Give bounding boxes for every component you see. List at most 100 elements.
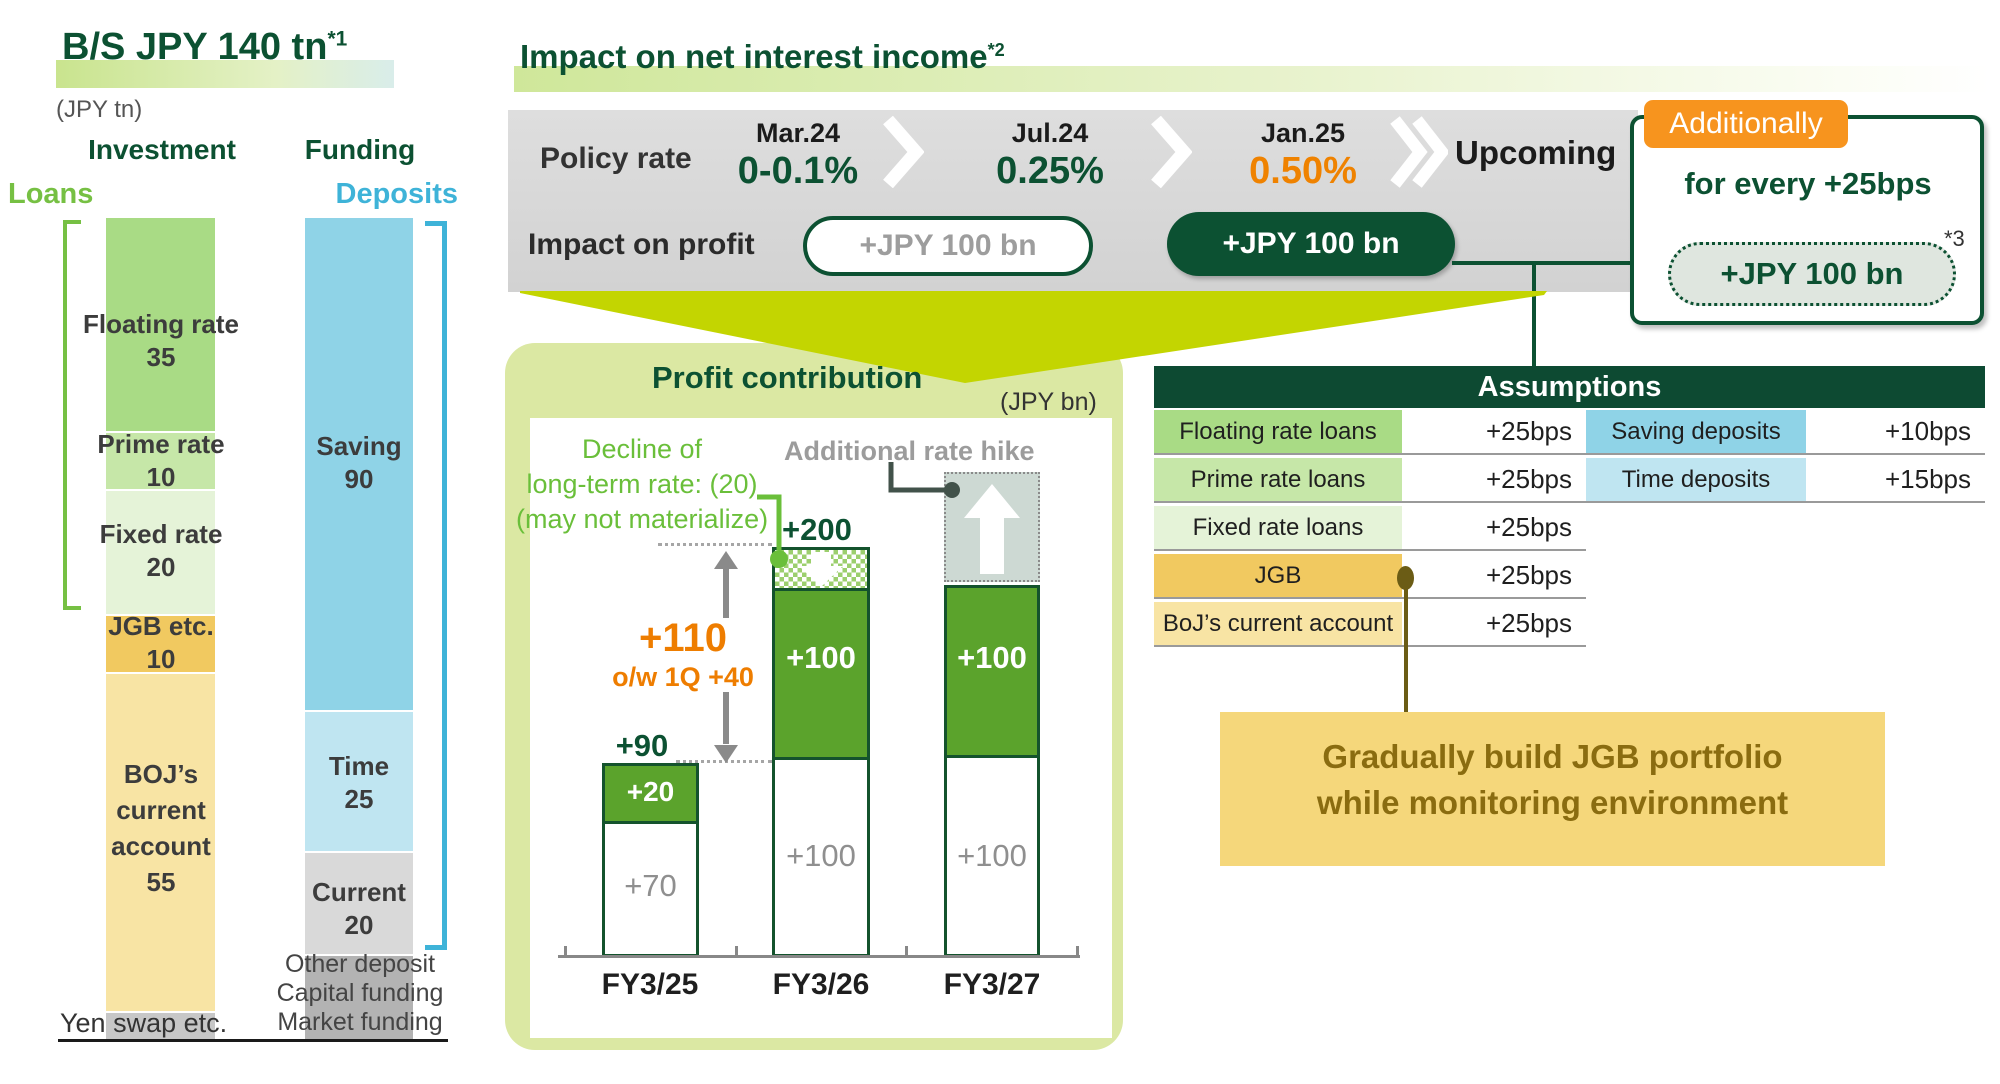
policy-rate-label: Policy rate <box>540 142 692 175</box>
policy-stage1-date: Mar.24 <box>755 118 841 148</box>
assumption-row-value: +25bps <box>1402 554 1586 597</box>
fy27-upside-box <box>944 472 1040 582</box>
down-arrow-icon <box>799 552 843 587</box>
delta-arrow-icon <box>714 551 738 763</box>
row-divider <box>1154 549 1586 551</box>
investment-seg-floating <box>106 218 215 431</box>
assumption-row-value: +25bps <box>1402 602 1586 645</box>
funding-seg-current <box>305 853 413 954</box>
chart-tick <box>1076 946 1079 955</box>
xlabel-fy26: FY3/26 <box>772 968 870 1001</box>
assumption-row-label: Time deposits <box>1586 458 1806 501</box>
pill-connector-line <box>1452 261 1668 265</box>
delta-label: +110 <box>639 616 727 660</box>
policy-stage1-rate: 0-0.1% <box>737 150 859 192</box>
bar-fy26 <box>772 547 870 957</box>
chart-baseline <box>558 955 1080 958</box>
funding-seg-time <box>305 712 413 851</box>
row-divider <box>1586 501 1985 503</box>
additionally-line: for every +25bps <box>1684 166 1932 201</box>
hike-note: Additional rate hike <box>784 436 1035 466</box>
xlabel-fy27: FY3/27 <box>943 968 1041 1001</box>
assumption-row-label: BoJ’s current account <box>1154 602 1402 645</box>
policy-stage3-rate: 0.50% <box>1249 150 1357 192</box>
loans-bracket <box>63 220 67 610</box>
investment-seg-yenswap <box>106 1013 215 1040</box>
bar-fy25-base-value: +70 <box>624 868 677 903</box>
deposits-bracket-hook-top <box>425 221 447 226</box>
assumption-row-label: Saving deposits <box>1586 410 1806 453</box>
additionally-badge: Additionally <box>1644 100 1848 148</box>
bs-col-investment: Investment <box>88 134 236 165</box>
bs-title-band <box>56 60 394 88</box>
total-25-label: +90 <box>615 728 669 763</box>
bs-title-footnote: *1 <box>327 27 348 51</box>
jgb-connector-line <box>1404 588 1408 712</box>
investment-seg-jgb <box>106 616 215 672</box>
delta-sub-label: o/w 1Q +40 <box>612 662 754 692</box>
chart-tick <box>735 946 738 955</box>
hike-connector <box>888 462 960 498</box>
bs-col-funding: Funding <box>304 134 416 165</box>
investment-label-yenswap: Yen swap etc. <box>60 1008 228 1038</box>
decline-note: Decline of long-term rate: (20) (may not… <box>516 434 769 534</box>
assumption-row-label: JGB <box>1154 554 1402 597</box>
loans-bracket-hook-bottom <box>63 606 81 610</box>
nii-title-footnote: *2 <box>987 40 1005 60</box>
bar-fy27-green <box>947 588 1037 758</box>
assumption-row-value: +25bps <box>1402 458 1586 501</box>
assumptions-connector-line <box>1532 263 1536 366</box>
up-arrow-icon <box>964 484 1020 574</box>
funding-seg-other <box>305 956 413 1040</box>
additionally-footnote: *3 <box>1944 226 1965 251</box>
bar-fy25-green <box>605 766 696 824</box>
assumption-row-value: +25bps <box>1402 410 1586 453</box>
funding-label-current: Current 20 <box>312 877 406 940</box>
assumption-row-value: +15bps <box>1806 458 1985 501</box>
profit-unit: (JPY bn) <box>1000 388 1097 416</box>
jgb-connector-dot <box>1397 566 1414 590</box>
jgb-note-box <box>1220 712 1885 866</box>
bs-baseline <box>58 1039 448 1042</box>
investment-seg-fixed <box>106 491 215 614</box>
investment-seg-prime <box>106 433 215 489</box>
bar-fy26-green-value: +100 <box>786 640 856 675</box>
bar-fy27 <box>944 585 1040 957</box>
investment-label-jgb: JGB etc. 10 <box>108 611 214 674</box>
bar-fy27-green-value: +100 <box>957 640 1027 675</box>
deposits-bracket-hook-bottom <box>425 945 447 950</box>
chevron-right-icon <box>1151 116 1192 188</box>
bar-fy25 <box>602 763 699 957</box>
funding-other-label-1: Other deposit <box>284 950 436 978</box>
funding-label-saving: Saving 90 <box>316 431 402 494</box>
investment-label-fixed: Fixed rate 20 <box>99 519 223 582</box>
bar-fy27-base-value: +100 <box>957 838 1027 873</box>
profit-title: Profit contribution <box>652 360 923 395</box>
policy-stage3-date: Jan.25 <box>1260 118 1346 148</box>
row-divider <box>1586 453 1985 455</box>
chart-tick <box>905 946 908 955</box>
bar-fy26-base-value: +100 <box>786 838 856 873</box>
investment-label-boj: BOJ’s current account 55 <box>111 759 211 897</box>
funding-other-label-2: Capital funding <box>276 979 444 1007</box>
decline-connector <box>757 494 788 568</box>
nii-title-band <box>514 66 1990 92</box>
chevron-right-icon <box>883 116 924 188</box>
funding-label-time: Time 25 <box>328 751 390 814</box>
policy-stage2-date: Jul.24 <box>1011 118 1089 148</box>
additionally-pill: +JPY 100 bn <box>1668 242 1956 306</box>
investment-label-prime: Prime rate 10 <box>97 429 225 492</box>
bs-unit: (JPY tn) <box>56 96 143 123</box>
funnel-wedge <box>520 291 1547 383</box>
row-divider <box>1154 597 1586 599</box>
policy-upcoming: Upcoming <box>1455 134 1617 171</box>
investment-seg-boj <box>106 674 215 1011</box>
impact-pill-solid: +JPY 100 bn <box>1167 212 1455 276</box>
impact-on-profit-label: Impact on profit <box>528 228 755 261</box>
jgb-note-text: Gradually build JGB portfolio while moni… <box>1316 738 1789 821</box>
assumption-row-label: Fixed rate loans <box>1154 506 1402 549</box>
deposits-bracket <box>442 221 447 950</box>
bar-fy26-green <box>775 588 867 760</box>
assumption-row-label: Floating rate loans <box>1154 410 1402 453</box>
